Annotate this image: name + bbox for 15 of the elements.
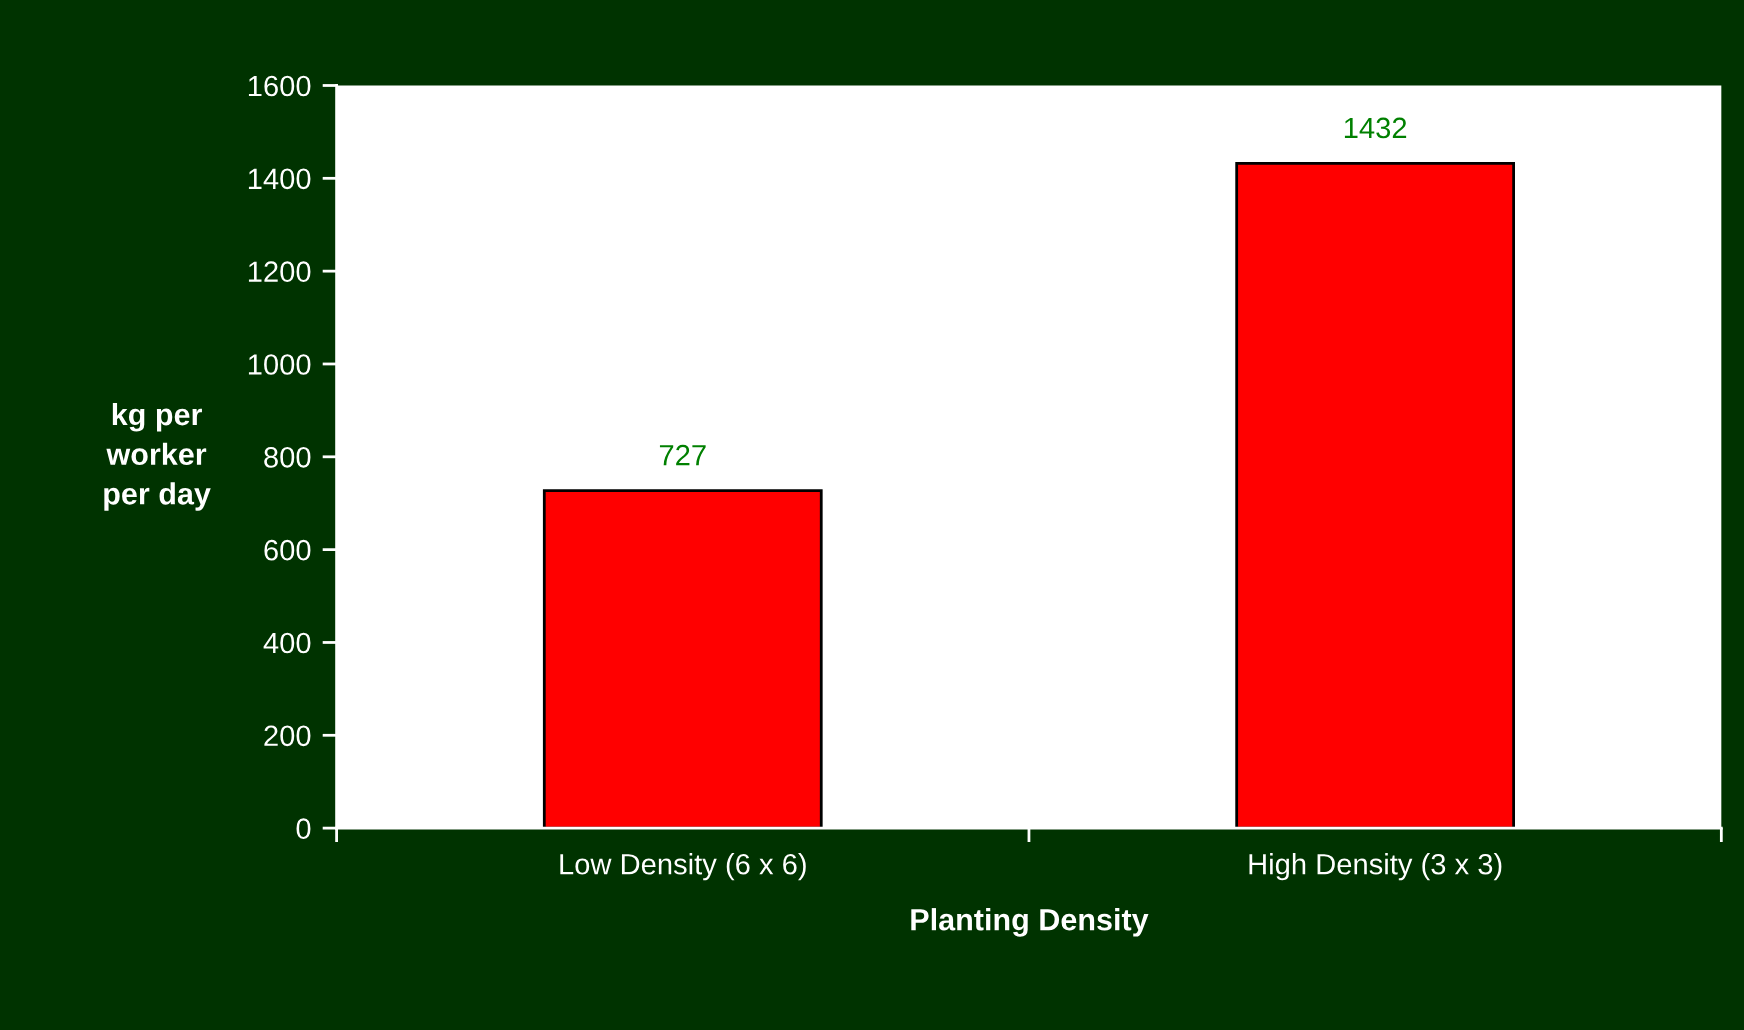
y-tick-label: 1600 [248,75,311,97]
y-tick-label: 400 [263,632,311,654]
data-label: 727 [659,444,706,466]
y-tick-label: 0 [296,818,311,839]
x-axis-title: Planting Density [911,908,1149,937]
y-axis-title: kg per worker per day [104,402,211,511]
y-tick-label: 1200 [248,261,311,282]
y-tick-label: 1400 [248,168,311,190]
y-tick-label: 600 [264,539,311,561]
y-tick-label: 1000 [248,354,311,375]
y-tick-label: 800 [264,447,311,468]
x-tick-label: Low Density (6 x 6) [560,853,806,881]
y-tick-label: 200 [264,725,311,747]
x-tick-label: High Density (3 x 3) [1249,853,1502,881]
data-label: 1432 [1344,117,1407,139]
